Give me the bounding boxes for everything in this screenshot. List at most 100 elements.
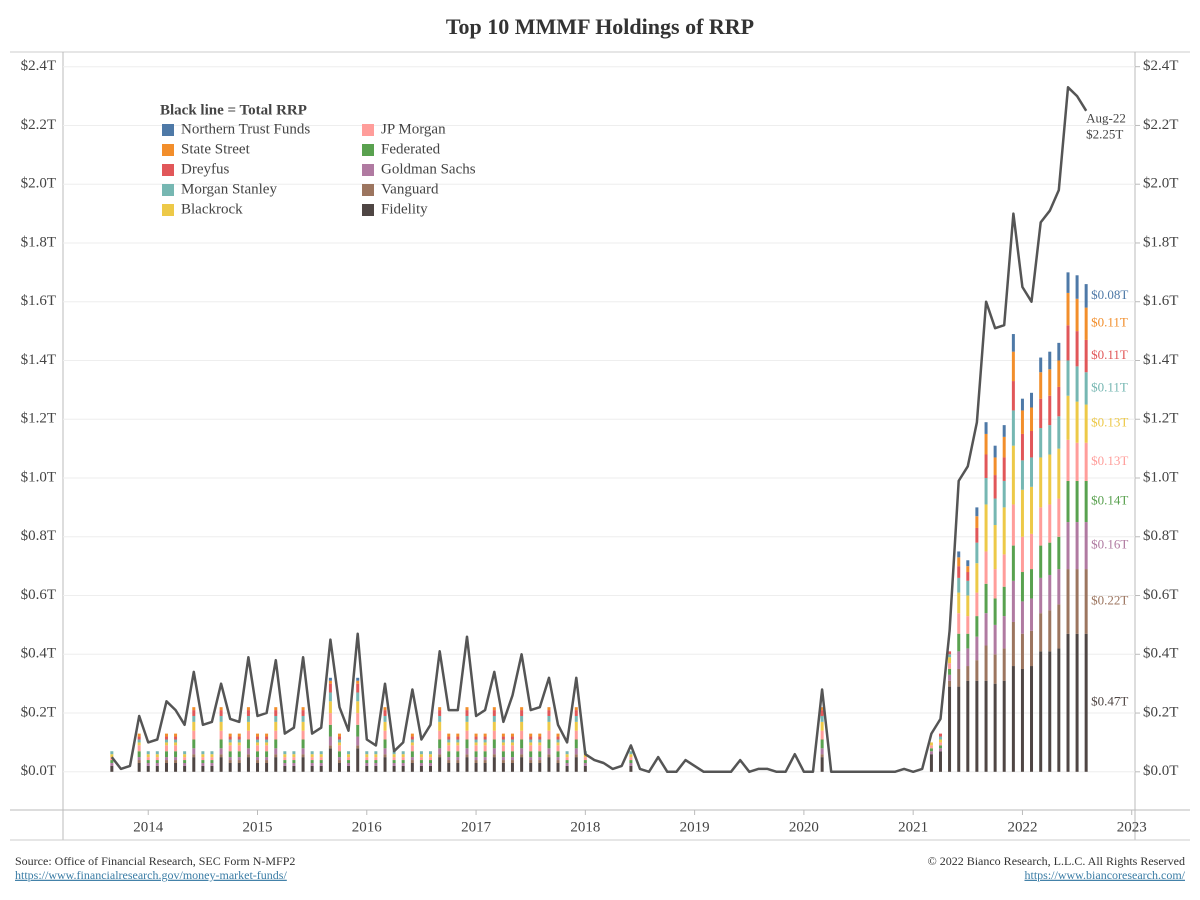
bar-segment: [465, 707, 469, 711]
bar-segment: [210, 754, 214, 758]
bar-segment: [1057, 386, 1061, 417]
bar-segment: [428, 754, 432, 758]
bar-segment: [438, 707, 442, 711]
bar-segment: [957, 577, 961, 593]
bar-segment: [1084, 372, 1088, 405]
bar-segment: [210, 751, 214, 755]
bar-segment: [337, 760, 341, 763]
bar-segment: [219, 754, 223, 758]
bar-segment: [456, 762, 460, 772]
bar-segment: [583, 765, 587, 772]
bar-segment: [237, 762, 241, 772]
bar-segment: [565, 765, 569, 772]
bar-segment: [155, 754, 159, 758]
bar-segment: [192, 730, 196, 740]
bar-segment: [574, 710, 578, 716]
bar-segment: [164, 762, 168, 772]
series-end-label: $0.11T: [1091, 379, 1128, 394]
bar-segment: [574, 754, 578, 758]
source-link[interactable]: https://www.financialresearch.gov/money-…: [15, 868, 287, 882]
bar-segment: [410, 762, 414, 772]
bar-segment: [383, 707, 387, 711]
y2-tick-label: $1.6T: [1143, 293, 1178, 309]
bar-segment: [319, 751, 323, 755]
bar-segment: [966, 680, 970, 772]
y-tick-label: $1.8T: [21, 234, 56, 250]
bar-segment: [256, 742, 260, 746]
bar-segment: [301, 715, 305, 722]
bar-segment: [310, 765, 314, 772]
bar-segment: [1048, 542, 1052, 575]
bar-segment: [201, 760, 205, 763]
bar-segment: [529, 745, 533, 752]
site-link[interactable]: https://www.biancoresearch.com/: [1024, 868, 1185, 882]
bar-segment: [383, 757, 387, 772]
bar-segment: [301, 757, 305, 772]
bar-segment: [219, 707, 223, 711]
bar-segment: [501, 736, 505, 740]
bar-segment: [984, 433, 988, 455]
bar-segment: [347, 751, 351, 755]
bar-segment: [520, 721, 524, 731]
bar-segment: [301, 739, 305, 749]
bar-segment: [456, 742, 460, 746]
bar-segment: [265, 736, 269, 740]
bar-segment: [192, 710, 196, 716]
bar-segment: [547, 757, 551, 772]
bar-segment: [492, 739, 496, 749]
bar-segment: [520, 710, 524, 716]
y-tick-label: $2.2T: [21, 117, 56, 133]
bar-segment: [428, 765, 432, 772]
bar-segment: [219, 748, 223, 755]
bar-segment: [1084, 480, 1088, 523]
bar-segment: [228, 751, 232, 758]
bar-segment: [1011, 381, 1015, 411]
bar-segment: [538, 733, 542, 737]
bar-segment: [966, 566, 970, 573]
bar-segment: [428, 751, 432, 755]
bar-segment: [274, 754, 278, 758]
bar-segment: [529, 757, 533, 761]
bar-segment: [1048, 369, 1052, 396]
bar-segment: [948, 674, 952, 681]
bar-segment: [538, 739, 542, 743]
bar-segment: [319, 754, 323, 758]
bar-segment: [174, 760, 178, 763]
bar-segment: [1075, 275, 1079, 299]
bar-segment: [538, 762, 542, 772]
bar-segment: [337, 751, 341, 758]
bar-segment: [210, 765, 214, 772]
y-tick-label: $1.2T: [21, 411, 56, 427]
bar-segment: [447, 751, 451, 758]
y-tick-label: $0.4T: [21, 646, 56, 662]
bar-segment: [1020, 410, 1024, 434]
bar-segment: [410, 760, 414, 763]
legend-swatch: [362, 124, 374, 136]
x-tick-label: 2016: [352, 819, 383, 835]
bar-segment: [629, 765, 633, 772]
bar-segment: [392, 757, 396, 761]
series-end-label: $0.22T: [1091, 592, 1128, 607]
bar-segment: [383, 721, 387, 731]
bar-segment: [301, 748, 305, 755]
legend-swatch: [362, 184, 374, 196]
bar-segment: [1048, 395, 1052, 426]
bar-segment: [510, 736, 514, 740]
bar-segment: [1030, 392, 1034, 408]
bar-segment: [228, 742, 232, 746]
y2-tick-label: $0.6T: [1143, 587, 1178, 603]
bar-segment: [328, 713, 332, 725]
bar-segment: [438, 748, 442, 755]
bar-segment: [501, 739, 505, 743]
bar-segment: [820, 730, 824, 740]
bar-segment: [474, 751, 478, 758]
bar-segment: [256, 757, 260, 761]
bar-segment: [237, 745, 241, 752]
legend-swatch: [362, 144, 374, 156]
bar-segment: [192, 754, 196, 758]
y2-tick-label: $0.4T: [1143, 646, 1178, 662]
bar-segment: [993, 445, 997, 458]
bar-segment: [392, 765, 396, 772]
bar-segment: [438, 715, 442, 722]
bar-segment: [265, 742, 269, 746]
